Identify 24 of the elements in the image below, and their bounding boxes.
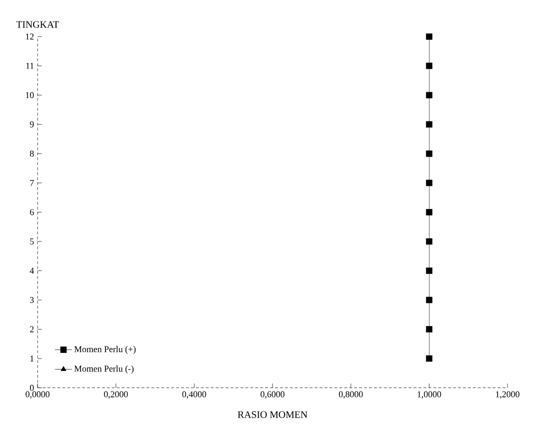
y-tick-label: 12 [26, 34, 34, 40]
x-tick-label: 0,6000 [260, 391, 284, 398]
x-tick-label: 1,0000 [418, 391, 442, 398]
y-tick-label: 1 [30, 355, 34, 362]
y-tick-label: 2 [30, 326, 34, 332]
y-tick-label: 7 [30, 180, 34, 186]
x-tick-label: 0,8000 [338, 391, 363, 398]
y-tick-label: 10 [26, 92, 34, 98]
y-tick-label: 5 [30, 238, 34, 244]
y-tick-label: 8 [30, 150, 34, 157]
y-tick-label: 0 [30, 384, 34, 391]
legend-label: Momen Perlu (+) [74, 346, 136, 354]
y-tick-label: 11 [26, 62, 34, 69]
x-tick-label: 1,2000 [496, 391, 520, 398]
x-axis-title: RASIO MOMEN [238, 411, 308, 418]
x-tick-label: 0,0000 [26, 391, 50, 398]
y-tick-label: 9 [30, 121, 34, 128]
x-tick-label: 0,4000 [182, 391, 206, 398]
y-tick-label: 3 [30, 296, 34, 303]
legend-label: Momen Perlu (-) [74, 365, 134, 374]
y-tick-label: 6 [30, 209, 34, 216]
y-axis-title: TINGKAT [16, 21, 59, 28]
y-tick-label: 4 [30, 268, 34, 274]
x-tick-label: 0,2000 [104, 391, 128, 398]
